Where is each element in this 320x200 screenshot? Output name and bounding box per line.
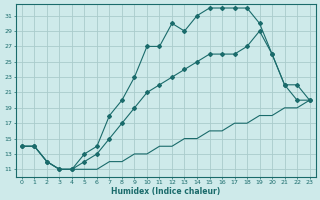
X-axis label: Humidex (Indice chaleur): Humidex (Indice chaleur)	[111, 187, 220, 196]
